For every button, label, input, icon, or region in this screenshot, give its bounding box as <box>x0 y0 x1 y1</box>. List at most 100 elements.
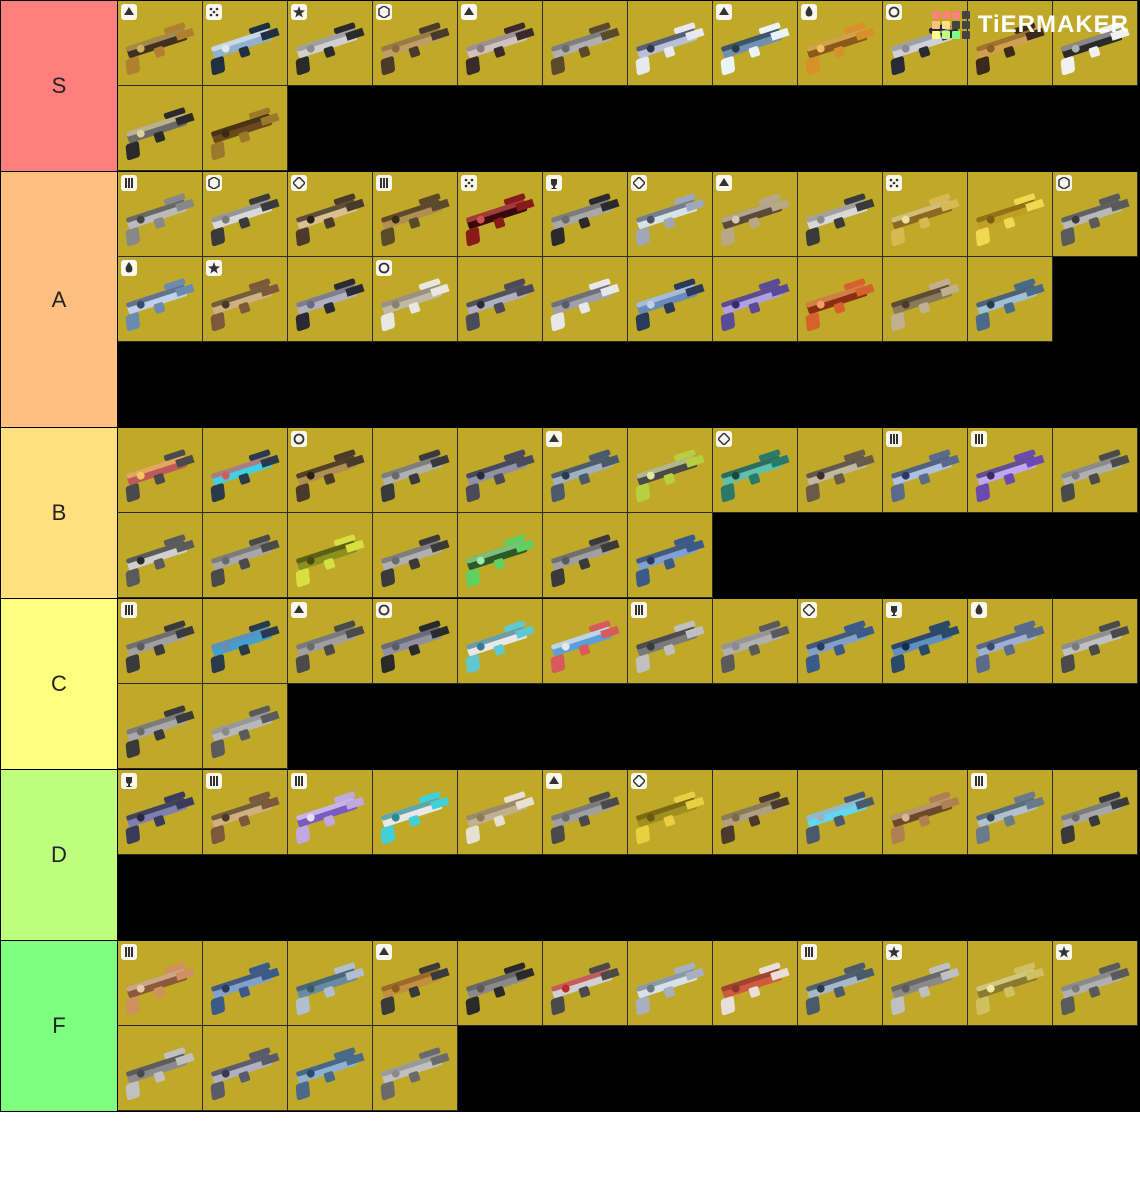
tier-item[interactable] <box>543 599 628 684</box>
tier-item[interactable] <box>458 941 543 1026</box>
tier-item[interactable] <box>883 428 968 513</box>
tier-item[interactable] <box>203 172 288 257</box>
tier-item[interactable] <box>1053 770 1138 855</box>
tier-item[interactable] <box>373 599 458 684</box>
tier-item[interactable] <box>543 172 628 257</box>
tier-item[interactable] <box>288 1026 373 1111</box>
tier-item[interactable] <box>288 428 373 513</box>
tier-item[interactable] <box>628 941 713 1026</box>
tier-item[interactable] <box>713 172 798 257</box>
tier-item[interactable] <box>798 257 883 342</box>
tier-item[interactable] <box>288 1 373 86</box>
tier-item[interactable] <box>288 599 373 684</box>
tier-item[interactable] <box>288 770 373 855</box>
tier-item[interactable] <box>118 1026 203 1111</box>
tier-item[interactable] <box>713 941 798 1026</box>
tier-item[interactable] <box>458 513 543 598</box>
tier-items[interactable] <box>118 428 1139 598</box>
tier-label[interactable]: D <box>1 770 118 940</box>
tier-item[interactable] <box>118 941 203 1026</box>
tier-item[interactable] <box>458 257 543 342</box>
tier-items[interactable] <box>118 172 1139 427</box>
tier-item[interactable] <box>288 257 373 342</box>
tier-item[interactable] <box>373 513 458 598</box>
tier-item[interactable] <box>628 513 713 598</box>
tier-item[interactable] <box>203 941 288 1026</box>
tier-item[interactable] <box>203 684 288 769</box>
tier-item[interactable] <box>543 257 628 342</box>
tier-item[interactable] <box>458 172 543 257</box>
tier-item[interactable] <box>118 770 203 855</box>
tier-item[interactable] <box>203 770 288 855</box>
tier-item[interactable] <box>883 941 968 1026</box>
tier-item[interactable] <box>373 257 458 342</box>
tier-item[interactable] <box>458 599 543 684</box>
tier-item[interactable] <box>798 941 883 1026</box>
tier-item[interactable] <box>118 599 203 684</box>
tier-items[interactable] <box>118 941 1139 1111</box>
tier-item[interactable] <box>883 172 968 257</box>
tier-label[interactable]: A <box>1 172 118 427</box>
tier-items[interactable] <box>118 770 1139 940</box>
tier-item[interactable] <box>1053 941 1138 1026</box>
tier-item[interactable] <box>968 172 1053 257</box>
tier-label[interactable]: C <box>1 599 118 769</box>
tier-item[interactable] <box>543 770 628 855</box>
tier-item[interactable] <box>288 513 373 598</box>
tier-item[interactable] <box>373 941 458 1026</box>
tier-item[interactable] <box>118 86 203 171</box>
tier-item[interactable] <box>543 513 628 598</box>
tier-item[interactable] <box>968 941 1053 1026</box>
tier-item[interactable] <box>628 172 713 257</box>
tier-item[interactable] <box>798 1 883 86</box>
tier-label[interactable]: B <box>1 428 118 598</box>
tier-item[interactable] <box>458 428 543 513</box>
tier-item[interactable] <box>373 1026 458 1111</box>
tier-item[interactable] <box>1053 172 1138 257</box>
tier-item[interactable] <box>458 1 543 86</box>
tier-item[interactable] <box>203 428 288 513</box>
tier-item[interactable] <box>118 428 203 513</box>
tier-item[interactable] <box>203 599 288 684</box>
tier-item[interactable] <box>203 257 288 342</box>
tier-item[interactable] <box>798 428 883 513</box>
tier-item[interactable] <box>628 428 713 513</box>
tier-item[interactable] <box>1053 599 1138 684</box>
tier-item[interactable] <box>628 770 713 855</box>
tier-item[interactable] <box>288 941 373 1026</box>
tier-item[interactable] <box>968 428 1053 513</box>
tier-item[interactable] <box>628 257 713 342</box>
tier-item[interactable] <box>373 770 458 855</box>
tier-item[interactable] <box>118 172 203 257</box>
tier-item[interactable] <box>883 770 968 855</box>
tier-item[interactable] <box>118 1 203 86</box>
tier-item[interactable] <box>1053 428 1138 513</box>
tier-items[interactable] <box>118 599 1139 769</box>
tier-item[interactable] <box>628 1 713 86</box>
tier-item[interactable] <box>203 86 288 171</box>
tier-item[interactable] <box>373 172 458 257</box>
tier-item[interactable] <box>713 428 798 513</box>
tier-item[interactable] <box>543 941 628 1026</box>
tier-item[interactable] <box>288 172 373 257</box>
tier-item[interactable] <box>543 428 628 513</box>
tier-item[interactable] <box>968 770 1053 855</box>
tier-item[interactable] <box>203 1026 288 1111</box>
tier-item[interactable] <box>968 599 1053 684</box>
tier-item[interactable] <box>883 599 968 684</box>
tier-item[interactable] <box>798 599 883 684</box>
tier-item[interactable] <box>118 257 203 342</box>
tier-item[interactable] <box>713 1 798 86</box>
tier-item[interactable] <box>458 770 543 855</box>
tier-item[interactable] <box>798 172 883 257</box>
tier-item[interactable] <box>118 513 203 598</box>
tier-item[interactable] <box>713 599 798 684</box>
tier-item[interactable] <box>373 1 458 86</box>
tier-item[interactable] <box>203 513 288 598</box>
tier-item[interactable] <box>118 684 203 769</box>
tier-label[interactable]: F <box>1 941 118 1111</box>
tier-item[interactable] <box>883 257 968 342</box>
tier-item[interactable] <box>798 770 883 855</box>
tier-item[interactable] <box>543 1 628 86</box>
tier-items[interactable]: TiERMAKER <box>118 1 1139 171</box>
